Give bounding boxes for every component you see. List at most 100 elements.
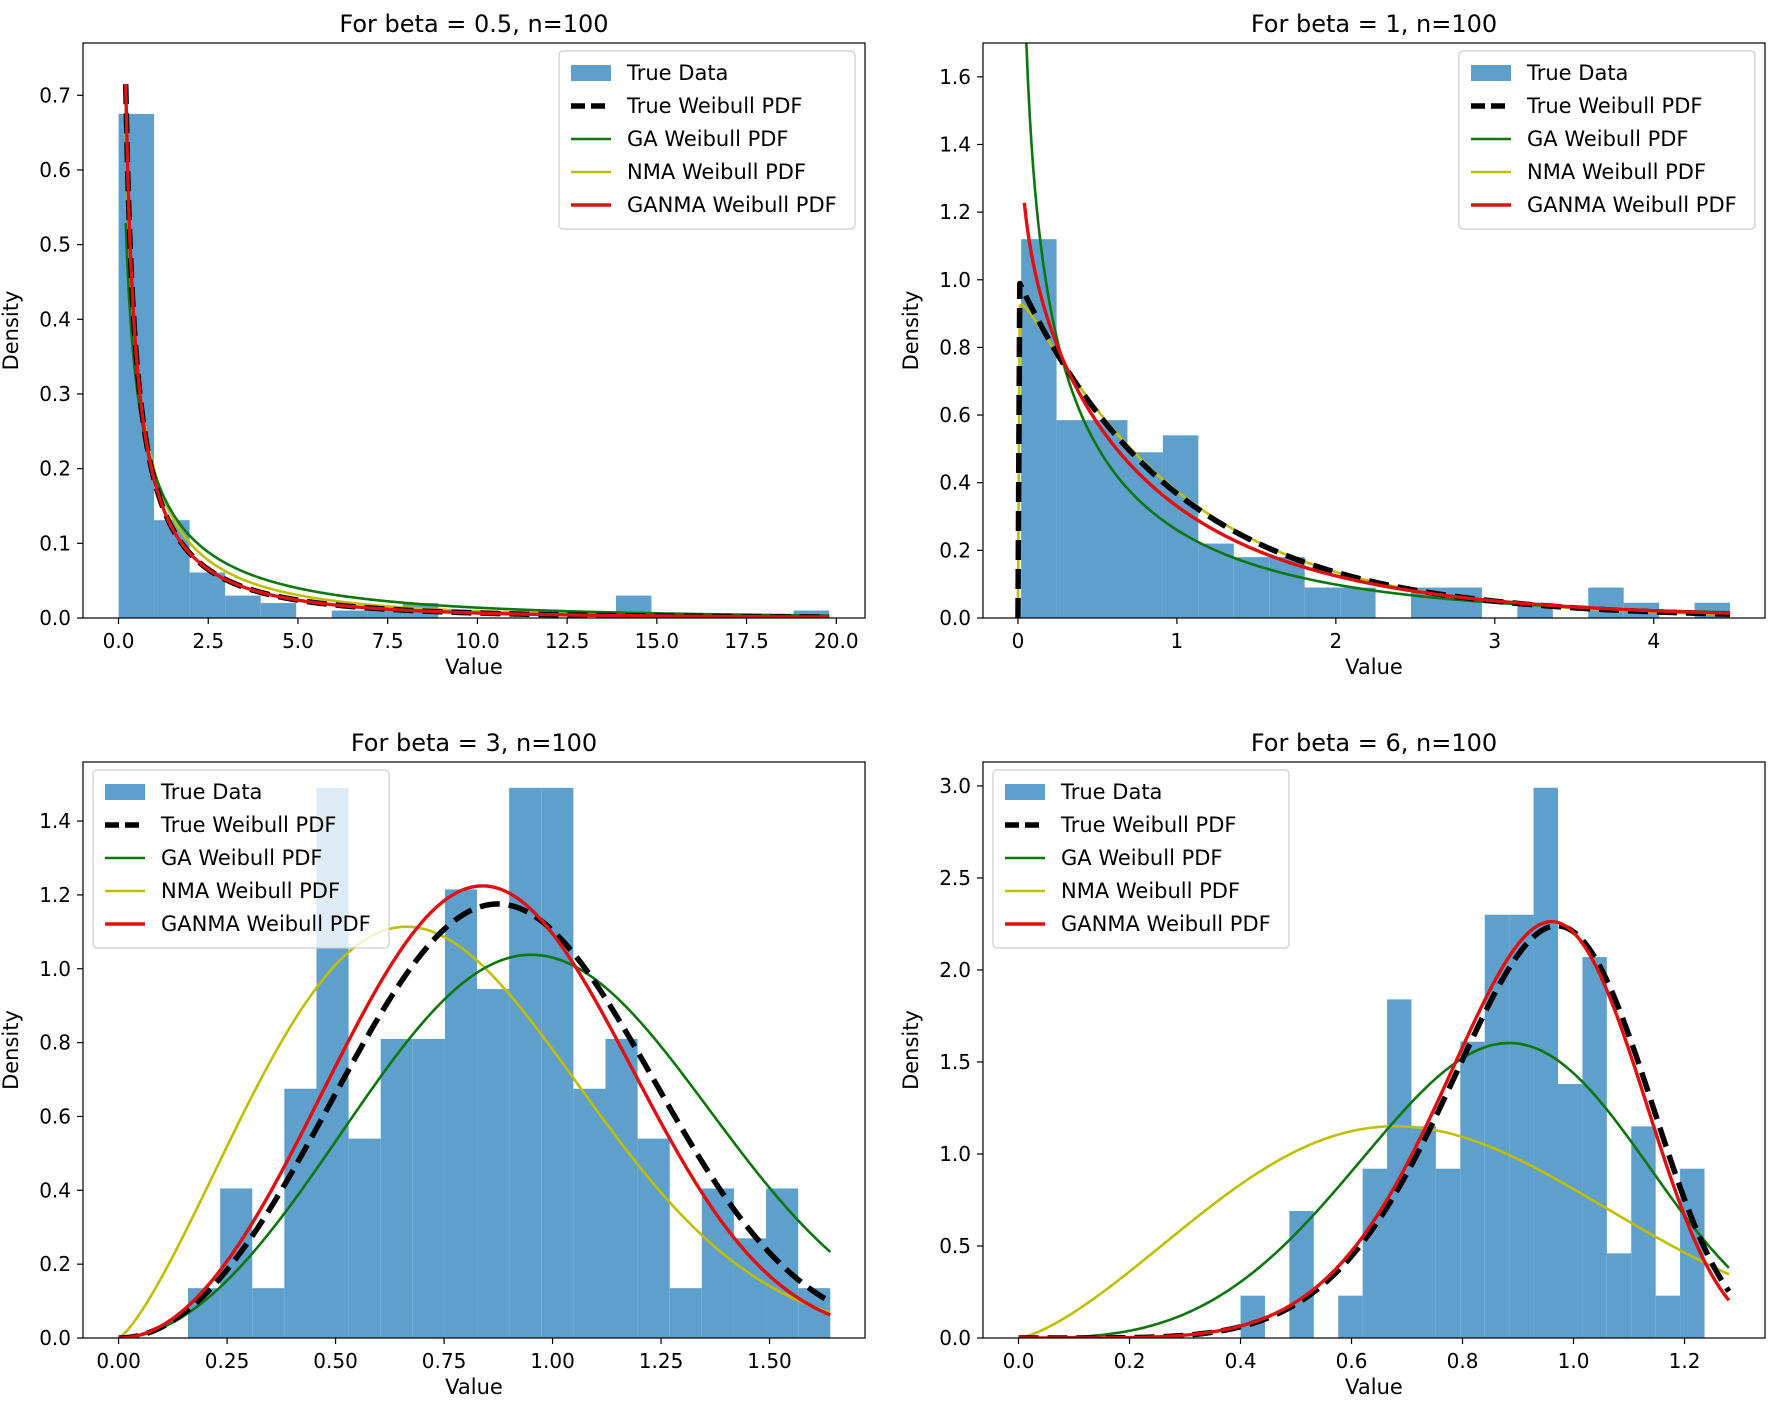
histogram-bar <box>1446 587 1482 618</box>
legend: True Data True Weibull PDF GA Weibull PDF N… <box>992 769 1290 949</box>
y-tick-label: 0.4 <box>39 1178 71 1202</box>
series-line-ga-weibull-pdf <box>118 953 832 1338</box>
histogram-bar <box>260 603 297 618</box>
legend-swatch-histogram <box>571 65 611 81</box>
legend-entry-label: True Weibull PDF <box>1060 813 1236 837</box>
x-tick-label: 0.8 <box>1447 1349 1479 1373</box>
pdf-curves <box>117 884 832 1338</box>
chart-title: For beta = 0.5, n=100 <box>339 10 608 38</box>
histogram-bar <box>331 610 368 618</box>
pdf-curves <box>1015 43 1731 618</box>
histogram-bar <box>1162 435 1199 618</box>
histogram-bar <box>605 1038 638 1338</box>
legend-entry-label: True Data <box>626 61 728 85</box>
histogram-bar <box>509 787 542 1338</box>
histogram-bars <box>188 787 831 1338</box>
legend: True Data True Weibull PDF GA Weibull PDF N… <box>1458 50 1756 230</box>
axes-frame <box>82 42 866 619</box>
histogram-bar <box>252 1288 285 1338</box>
x-tick-label: 12.5 <box>545 629 590 653</box>
histogram-bar <box>477 989 510 1338</box>
x-tick-label: 0.6 <box>1336 1349 1368 1373</box>
y-axis-label: Density <box>899 291 923 371</box>
x-tick-label: 0.2 <box>1114 1349 1146 1373</box>
legend: True Data True Weibull PDF GA Weibull PDF N… <box>558 50 856 230</box>
histogram-bar <box>766 1188 799 1338</box>
histogram-bar <box>733 1238 767 1338</box>
x-tick-label: 0.75 <box>422 1349 467 1373</box>
y-tick-label: 0.0 <box>939 1326 971 1350</box>
legend-box <box>92 769 390 949</box>
y-tick-label: 0.2 <box>39 457 71 481</box>
x-tick-label: 0.4 <box>1225 1349 1257 1373</box>
y-tick-label: 0.7 <box>39 83 71 107</box>
y-tick-label: 0.2 <box>939 538 971 562</box>
x-tick-label: 1 <box>1171 629 1184 653</box>
legend-entry-label: True Data <box>160 780 262 804</box>
y-tick-label: 1.0 <box>39 957 71 981</box>
histogram-bar <box>1304 587 1341 618</box>
histogram-bar <box>701 1188 734 1338</box>
y-tick-label: 0.8 <box>939 335 971 359</box>
histogram-bar <box>1655 1295 1681 1338</box>
legend-box <box>558 50 856 230</box>
histogram-bar <box>573 1088 606 1338</box>
x-tick-label: 0.25 <box>205 1349 250 1373</box>
x-axis-label: Value <box>1345 655 1403 679</box>
series-line-true-weibull-pdf <box>117 901 832 1338</box>
legend-entry-label: GA Weibull PDF <box>161 846 323 870</box>
x-axis-label: Value <box>445 1375 503 1399</box>
histogram-bar <box>1588 587 1624 618</box>
y-axis-label: Density <box>0 1010 23 1090</box>
series-line-ganma-weibull-pdf <box>118 884 831 1338</box>
chart-panel-3: 0.00 0.25 0.50 0.75 1.00 1.25 1.50 0.0 0.2 0.4 0.6… <box>0 729 866 1399</box>
series-line-ganma-weibull-pdf <box>1022 202 1731 615</box>
x-axis-label: Value <box>1345 1375 1403 1399</box>
x-tick-label: 4 <box>1647 629 1660 653</box>
series-line-ga-weibull-pdf <box>1018 1041 1730 1338</box>
legend-entry-label: GANMA Weibull PDF <box>1527 193 1737 217</box>
x-tick-label: 1.00 <box>530 1349 575 1373</box>
y-tick-label: 0.8 <box>39 1031 71 1055</box>
legend-entry-label: GANMA Weibull PDF <box>1061 912 1271 936</box>
legend-entry-label: GA Weibull PDF <box>1527 127 1689 151</box>
legend-entry-label: NMA Weibull PDF <box>627 160 806 184</box>
x-tick-label: 0.50 <box>313 1349 358 1373</box>
histogram-bar <box>1362 1168 1388 1338</box>
y-tick-label: 2.0 <box>939 958 971 982</box>
legend-box <box>992 769 1290 949</box>
histogram-bar <box>284 1088 317 1338</box>
histogram-bar <box>1509 914 1534 1338</box>
histogram-bars <box>1021 239 1731 618</box>
chart-panel-2: 0 1 2 3 4 0.0 0.2 0.4 0.6 0.8 1.0 1.2 1.4 1.6 For beta… <box>899 10 1766 679</box>
chart-title: For beta = 1, n=100 <box>1251 10 1497 38</box>
legend: True Data True Weibull PDF GA Weibull PDF N… <box>92 769 390 949</box>
histogram-bar <box>1606 1253 1632 1338</box>
histogram-bar <box>1289 1211 1314 1338</box>
chart-title: For beta = 6, n=100 <box>1251 729 1497 757</box>
y-tick-label: 0.6 <box>39 158 71 182</box>
y-tick-label: 1.4 <box>39 809 71 833</box>
histogram-bars <box>1240 787 1705 1338</box>
y-axis-label: Density <box>899 1010 923 1090</box>
axes-frame <box>982 761 1766 1339</box>
x-tick-label: 5.0 <box>282 629 314 653</box>
chart-panel-1: 0.0 2.5 5.0 7.5 10.0 12.5 15.0 17.5 20.0 0.0 0.1 0.… <box>0 10 866 679</box>
histogram-bar <box>1557 1084 1583 1338</box>
y-tick-label: 1.2 <box>939 200 971 224</box>
y-tick-label: 1.5 <box>939 1050 971 1074</box>
legend-entry-label: NMA Weibull PDF <box>1061 879 1240 903</box>
histogram-bar <box>1127 452 1163 618</box>
histogram-bar <box>412 1038 445 1338</box>
x-axis-label: Value <box>445 655 503 679</box>
series-line-nma-weibull-pdf <box>117 925 831 1338</box>
y-tick-label: 1.0 <box>939 268 971 292</box>
axes-frame <box>982 42 1766 619</box>
legend-entry-label: GANMA Weibull PDF <box>627 193 837 217</box>
x-tick-label: 20.0 <box>814 629 859 653</box>
histogram-bar <box>541 787 574 1338</box>
histogram-bar <box>348 1138 381 1338</box>
histogram-bar <box>1533 787 1558 1338</box>
legend-swatch-histogram <box>1471 65 1511 81</box>
